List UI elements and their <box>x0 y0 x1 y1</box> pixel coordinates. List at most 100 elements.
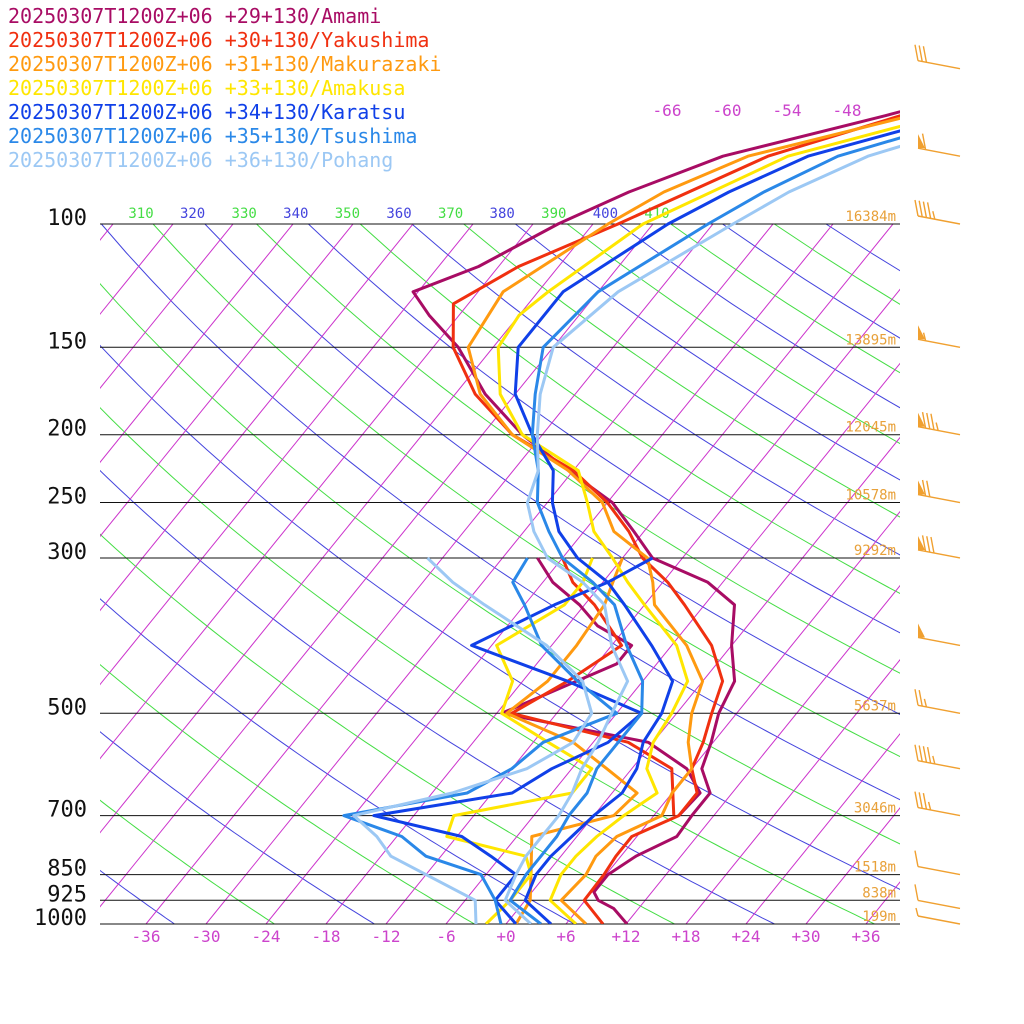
temperature-line-4 <box>513 129 900 924</box>
wind-barb-pennant <box>918 480 925 495</box>
theta-label: 400 <box>593 206 618 222</box>
theta-label: 350 <box>335 206 360 222</box>
wind-barb-flag <box>926 746 932 764</box>
wind-barb-staff <box>917 338 961 348</box>
wind-barb-flag <box>921 479 927 497</box>
theta-label: 360 <box>386 206 411 222</box>
pressure-label: 200 <box>47 417 87 442</box>
wind-barb <box>914 44 961 70</box>
dry-adiabat-390 <box>359 224 900 595</box>
wind-barb-flag <box>914 850 919 867</box>
wind-barb-staff <box>917 806 961 817</box>
theta-label: 310 <box>128 206 153 222</box>
wind-barb-pennant <box>918 412 925 427</box>
dry-adiabat-260 <box>100 731 376 924</box>
wind-barb-flag <box>921 535 927 552</box>
wind-barb-flag <box>930 536 935 554</box>
dry-adiabat-360 <box>204 224 900 715</box>
height-label: 3046m <box>854 801 896 817</box>
isotherm-line <box>100 224 414 612</box>
wind-barb-flag <box>921 133 927 150</box>
wind-barb <box>914 199 961 225</box>
legend-entry: 20250307T1200Z+06 +35+130/Tsushima <box>8 124 417 148</box>
temperature-tick-label: +12 <box>612 927 641 946</box>
height-label: 1518m <box>854 860 896 876</box>
sounding-profiles <box>342 110 900 924</box>
wind-barb <box>914 689 961 714</box>
isotherm-line <box>986 69 1024 924</box>
height-label: 16384m <box>845 209 896 225</box>
wind-barb-flag <box>914 744 919 761</box>
wind-barb <box>917 412 961 436</box>
temperature-tick-label: +24 <box>732 927 761 946</box>
pressure-label: 500 <box>47 695 87 720</box>
theta-label: 330 <box>232 206 257 222</box>
wind-barb <box>914 850 961 876</box>
height-label: 12045m <box>845 420 896 436</box>
theta-label: 320 <box>180 206 205 222</box>
wind-barb-flag <box>914 791 919 808</box>
wind-barb-flag <box>918 745 923 762</box>
pressure-label: 250 <box>47 485 87 510</box>
dry-adiabat-280 <box>100 598 576 924</box>
wind-barb-flag <box>918 792 923 809</box>
temperature-line-6 <box>503 144 900 924</box>
pressure-label: 925 <box>47 882 87 907</box>
wind-barb-flag <box>914 884 919 901</box>
wind-barb-flag <box>918 689 923 707</box>
mixing-label: -66 <box>653 101 682 120</box>
theta-label: 370 <box>438 206 463 222</box>
isotherm-line <box>100 224 594 834</box>
temperature-tick-label: +30 <box>792 927 821 946</box>
isotherm-line <box>265 224 834 924</box>
temperature-tick-label: -24 <box>252 927 281 946</box>
height-labels: 16384m 13895m 12045m 10578m 9292m 5637m 3046m 1… <box>845 209 896 925</box>
isotherm-line <box>100 224 654 908</box>
wind-barb-flag <box>922 793 928 810</box>
dry-adiabats <box>100 224 900 924</box>
wind-barbs <box>914 44 961 925</box>
wind-barb-flag <box>922 46 928 63</box>
wind-barb-flag <box>926 480 931 497</box>
dewpoint-line-5 <box>342 557 619 924</box>
wind-barb-half <box>935 422 939 431</box>
legend-entry: 20250307T1200Z+06 +34+130/Karatsu <box>8 100 405 124</box>
legend-entry: 20250307T1200Z+06 +31+130/Makurazaki <box>8 52 441 76</box>
height-label: 9292m <box>854 543 896 559</box>
wind-barb-staff <box>917 426 961 436</box>
wind-barb-flag <box>926 412 931 430</box>
height-label: 5637m <box>854 698 896 714</box>
wind-barb-staff <box>917 215 961 225</box>
wind-barb <box>917 535 961 559</box>
wind-barb-pennant <box>918 623 925 638</box>
temperature-tick-label: +36 <box>852 927 881 946</box>
wind-barb-staff <box>917 704 961 714</box>
isotherm-line <box>100 224 114 241</box>
temperature-tick-labels: -36 -30 -24 -18 -12 -6 +0 +6 +12 +18 +24 +30 +36 <box>132 927 881 946</box>
height-label: 13895m <box>845 332 896 348</box>
wind-barb-staff <box>917 549 961 559</box>
height-label: 10578m <box>845 488 896 504</box>
isotherm-line <box>145 224 714 924</box>
mixing-label: -60 <box>713 101 742 120</box>
temperature-tick-label: -18 <box>312 927 341 946</box>
mixing-label: -48 <box>833 101 862 120</box>
legend-entry: 20250307T1200Z+06 +33+130/Amakusa <box>8 76 405 100</box>
wind-barb-pennant <box>918 134 925 149</box>
wind-barb-staff <box>917 60 961 70</box>
dry-adiabat-400 <box>411 224 900 556</box>
pressure-label: 300 <box>47 540 87 565</box>
wind-barb-half <box>915 907 919 917</box>
wind-barb-flag <box>918 45 923 62</box>
legend-entry: 20250307T1200Z+06 +30+130/Yakushima <box>8 28 429 52</box>
temperature-line-5 <box>508 136 900 924</box>
pressure-label: 700 <box>47 798 87 823</box>
wind-barb-flag <box>930 413 935 430</box>
isotherm-line <box>100 224 354 538</box>
wind-barb <box>914 744 961 770</box>
isotherm-line <box>385 288 900 924</box>
wind-barb-half <box>932 211 936 220</box>
wind-barb <box>917 133 961 157</box>
temperature-tick-label: +6 <box>556 927 575 946</box>
